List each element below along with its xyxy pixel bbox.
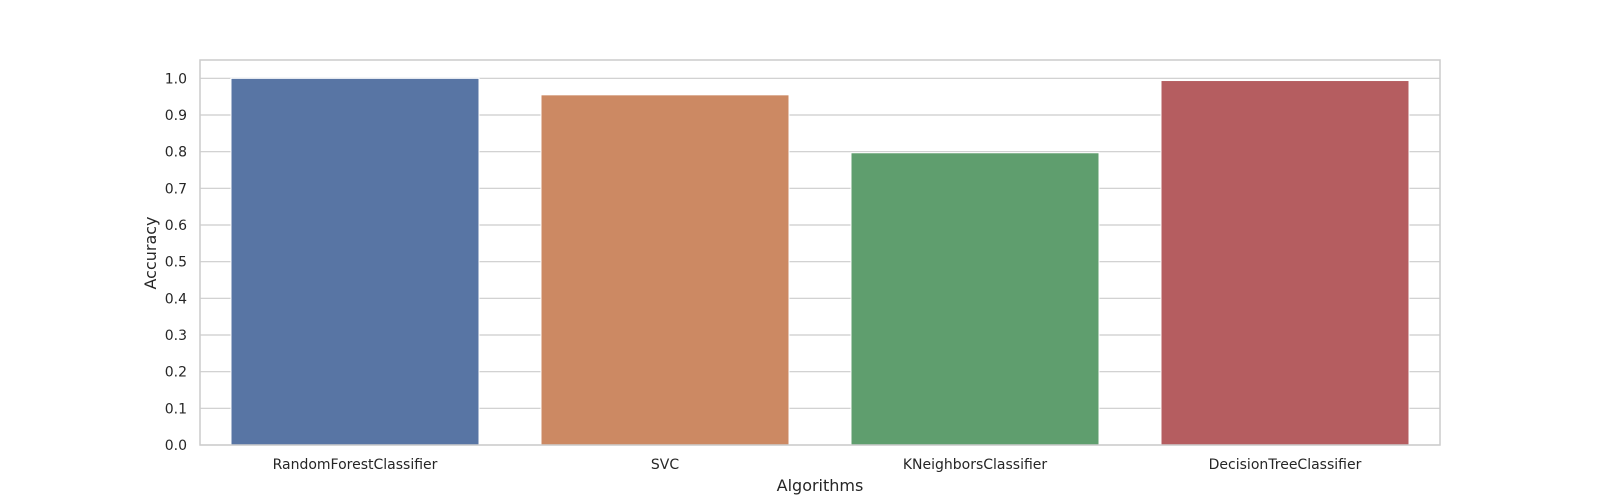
y-tick-label: 0.3 (165, 328, 187, 344)
bar-randomforestclassifier (230, 77, 480, 446)
y-tick-label: 1.0 (165, 71, 187, 87)
y-tick-labels: 0.0 0.1 0.2 0.3 0.4 0.5 0.6 0.7 0.8 0.9 1.0 (165, 71, 187, 454)
y-tick-label: 0.1 (165, 401, 187, 417)
y-tick-label: 0.0 (165, 438, 187, 454)
plot-frame (199, 59, 1441, 446)
x-axis-label: Algorithms (777, 476, 864, 495)
y-tick-label: 0.8 (165, 145, 187, 161)
bar-decisiontreeclassifier (1160, 80, 1410, 446)
x-tick-label: DecisionTreeClassifier (1209, 457, 1362, 473)
x-tick-label: RandomForestClassifier (273, 457, 438, 473)
y-tick-label: 0.7 (165, 181, 187, 197)
y-tick-label: 0.4 (165, 291, 187, 307)
x-tick-labels: RandomForestClassifier SVC KNeighborsClass… (273, 457, 1362, 473)
bars (230, 77, 1410, 446)
y-tick-label: 0.9 (165, 108, 187, 124)
y-axis-label: Accuracy (141, 216, 160, 289)
bar-svc (540, 94, 790, 446)
x-tick-label: SVC (651, 457, 679, 473)
x-tick-label: KNeighborsClassifier (903, 457, 1048, 473)
y-tick-label: 0.6 (165, 218, 187, 234)
y-tick-label: 0.2 (165, 365, 187, 381)
bar-kneighborsclassifier (850, 152, 1100, 446)
y-tick-label: 0.5 (165, 255, 187, 271)
